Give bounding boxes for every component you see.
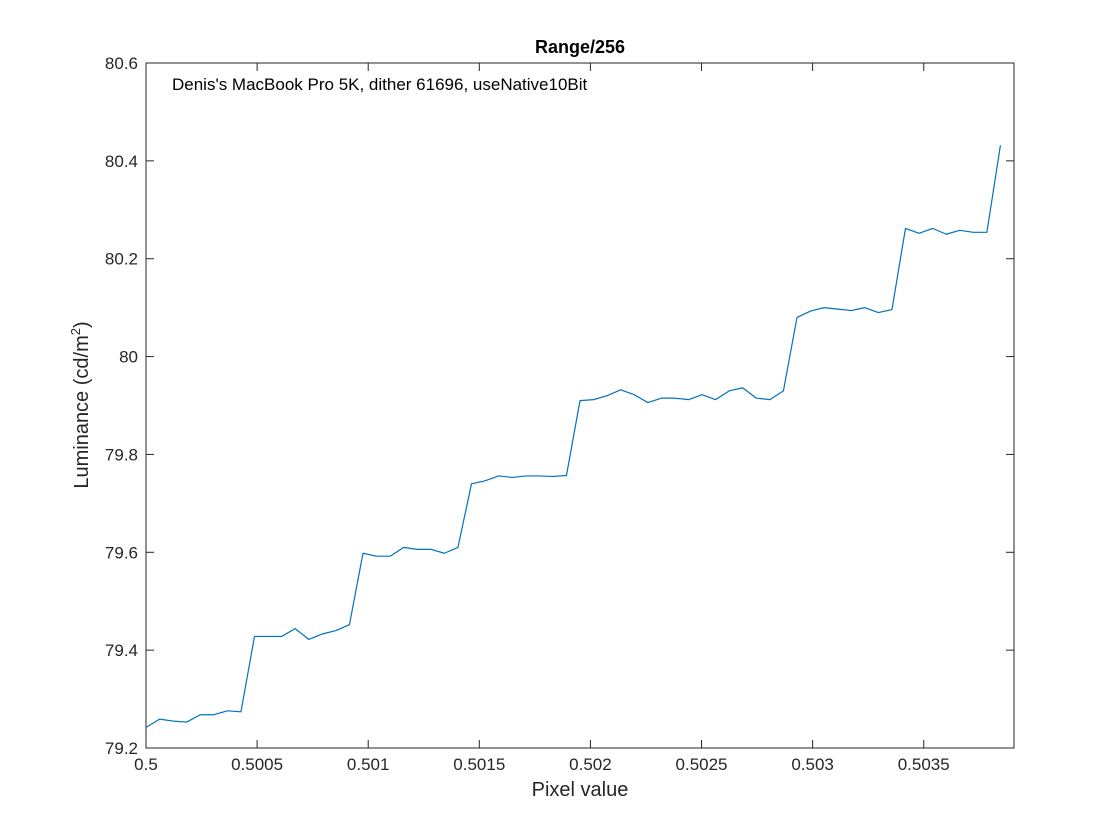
y-tick-label: 79.4 — [105, 641, 138, 660]
plot-area — [145, 62, 1015, 749]
x-axis-label: Pixel value — [532, 779, 629, 801]
y-tick-label: 79.8 — [105, 445, 138, 464]
y-tick-label: 79.6 — [105, 543, 138, 562]
x-tick-label: 0.501 — [347, 755, 390, 774]
y-tick-label: 80.4 — [105, 152, 138, 171]
x-tick-label: 0.502 — [569, 755, 612, 774]
chart-title: Range/256 — [535, 37, 625, 57]
y-tick-label: 80 — [119, 348, 138, 367]
x-tick-label: 0.503 — [791, 755, 834, 774]
y-tick-label: 80.6 — [105, 54, 138, 73]
y-tick-label: 80.2 — [105, 250, 138, 269]
x-tick-label: 0.5025 — [676, 755, 728, 774]
y-axis-label-superscript: 2 — [68, 328, 83, 335]
y-tick-label: 79.2 — [105, 739, 138, 758]
y-axis-label-main: Luminance (cd/m — [71, 335, 93, 488]
y-axis-label-close: ) — [71, 321, 93, 328]
series-layer — [145, 145, 1002, 728]
x-tick-label: 0.5035 — [898, 755, 950, 774]
x-tick-label: 0.5015 — [453, 755, 505, 774]
y-axis-label: Luminance (cd/m2) — [68, 321, 93, 488]
chart-annotation: Denis's MacBook Pro 5K, dither 61696, us… — [172, 75, 588, 94]
y-axis-ticks: 79.2 79.4 79.6 79.8 80 80.2 80.4 80.6 — [105, 54, 1014, 758]
x-tick-label: 0.5005 — [231, 755, 283, 774]
series-line-luminance — [145, 145, 1002, 728]
x-tick-label: 0.5 — [134, 755, 158, 774]
x-axis-ticks: 0.5 0.5005 0.501 0.5015 0.502 0.5025 0.503 0.50… — [134, 63, 950, 774]
